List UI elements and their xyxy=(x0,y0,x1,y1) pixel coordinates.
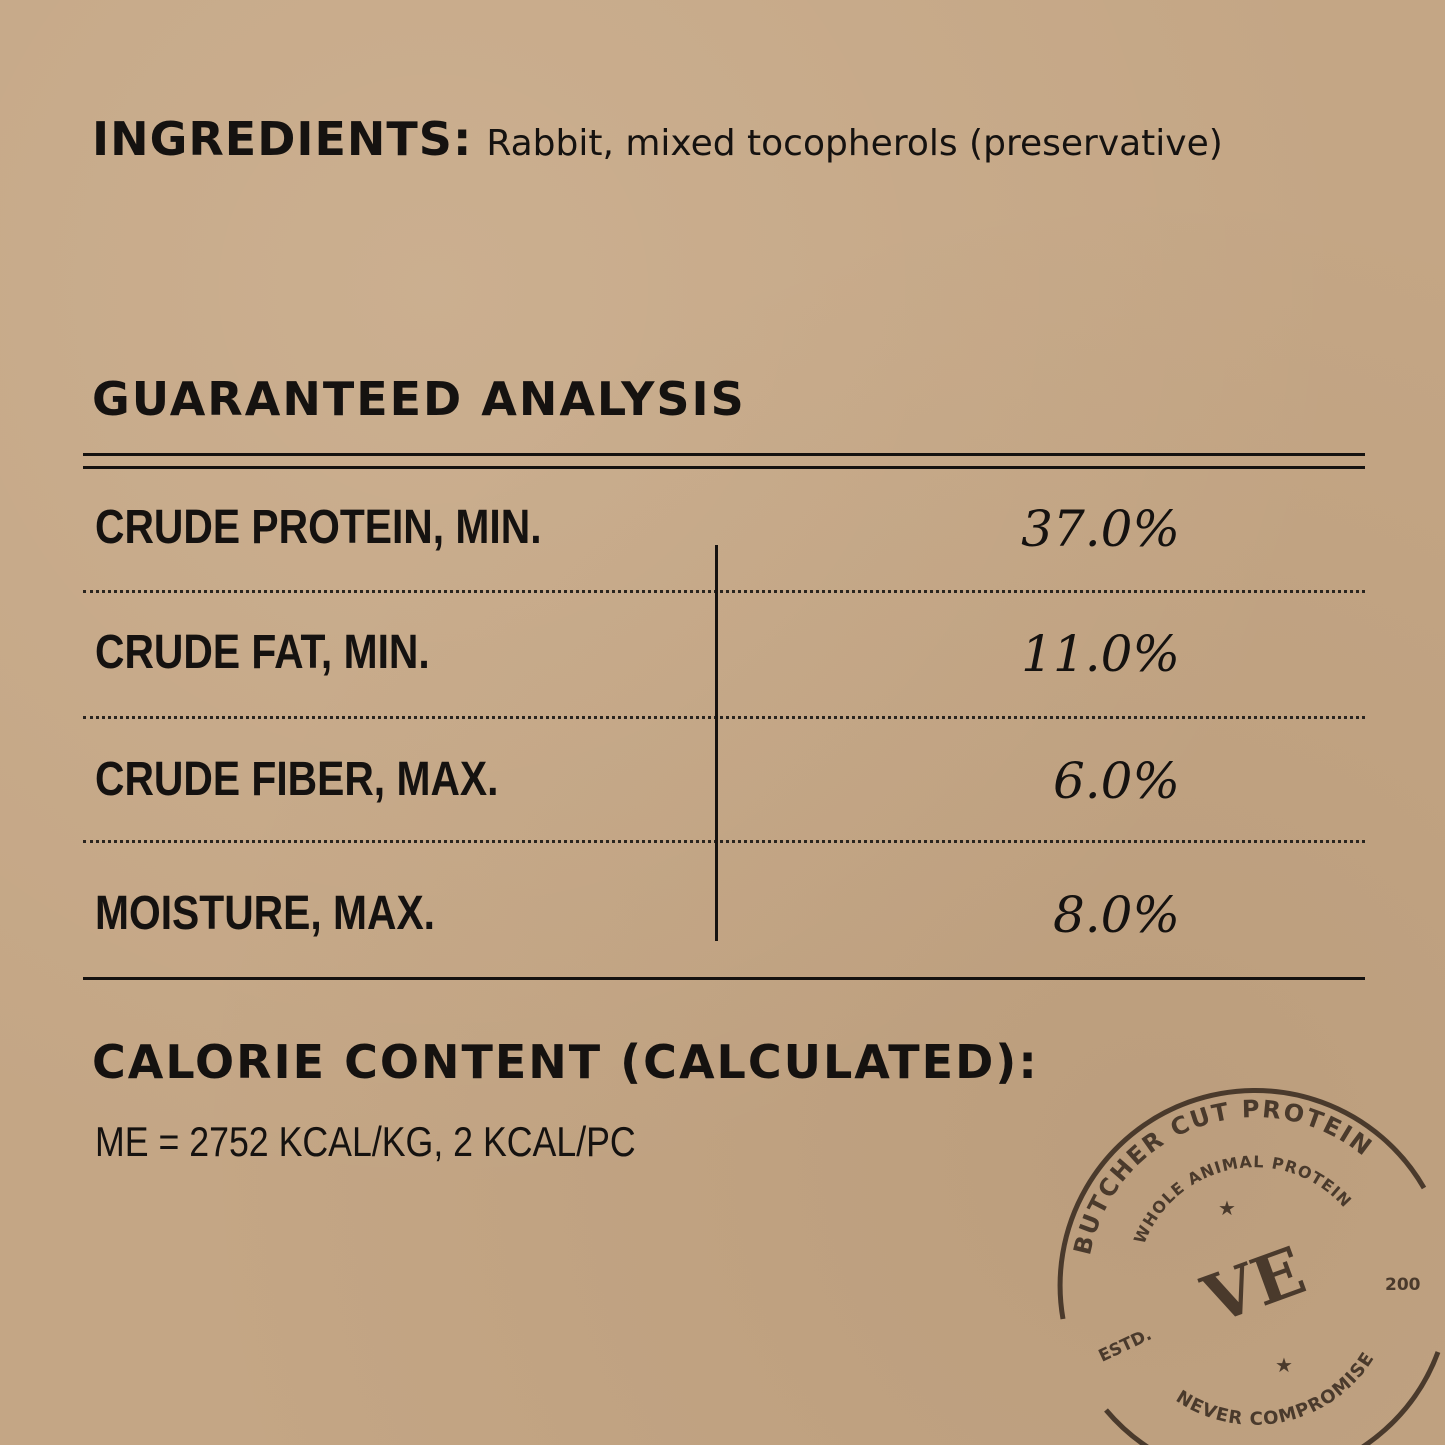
stamp-estd: ESTD. xyxy=(1096,1325,1155,1367)
star-icon: ★ xyxy=(1275,1353,1293,1377)
row-value: 37.0% xyxy=(1021,500,1180,558)
stamp-inner-text: WHOLE ANIMAL PROTEIN xyxy=(1130,1152,1356,1246)
row-label: CRUDE PROTEIN, MIN. xyxy=(95,501,542,554)
row-label: CRUDE FIBER, MAX. xyxy=(95,753,499,806)
ingredients: INGREDIENTS: Rabbit, mixed tocopherols (p… xyxy=(92,112,1223,166)
stamp-ring xyxy=(1057,1087,1427,1320)
divider xyxy=(83,466,1365,469)
ingredients-text: Rabbit, mixed tocopherols (preservative) xyxy=(486,123,1223,164)
stamp-logo: VE xyxy=(1192,1231,1315,1339)
row-label: CRUDE FAT, MIN. xyxy=(95,626,430,679)
row-label: MOISTURE, MAX. xyxy=(95,887,436,940)
row-divider xyxy=(83,716,1365,719)
calorie-text: ME = 2752 KCAL/KG, 2 KCAL/PC xyxy=(95,1118,636,1165)
row-value: 11.0% xyxy=(1021,625,1180,683)
row-divider xyxy=(83,590,1365,593)
row-value: 8.0% xyxy=(1052,886,1180,944)
ingredients-label: INGREDIENTS: xyxy=(92,112,473,166)
stamp-outer-text: BUTCHER CUT PROTEIN xyxy=(1068,1095,1378,1257)
row-value: 6.0% xyxy=(1052,752,1180,810)
star-icon: ★ xyxy=(1218,1196,1236,1220)
row-divider xyxy=(83,840,1365,843)
column-divider xyxy=(715,545,718,941)
stamp-year: 200 xyxy=(1385,1275,1421,1295)
brand-stamp: BUTCHER CUT PROTEIN WHOLE ANIMAL PROTEIN… xyxy=(1057,1087,1441,1445)
calorie-title: CALORIE CONTENT (CALCULATED): xyxy=(92,1035,1039,1089)
stamp-ring xyxy=(1104,1351,1441,1445)
divider xyxy=(83,977,1365,980)
divider xyxy=(83,453,1365,456)
analysis-title: GUARANTEED ANALYSIS xyxy=(92,372,746,426)
